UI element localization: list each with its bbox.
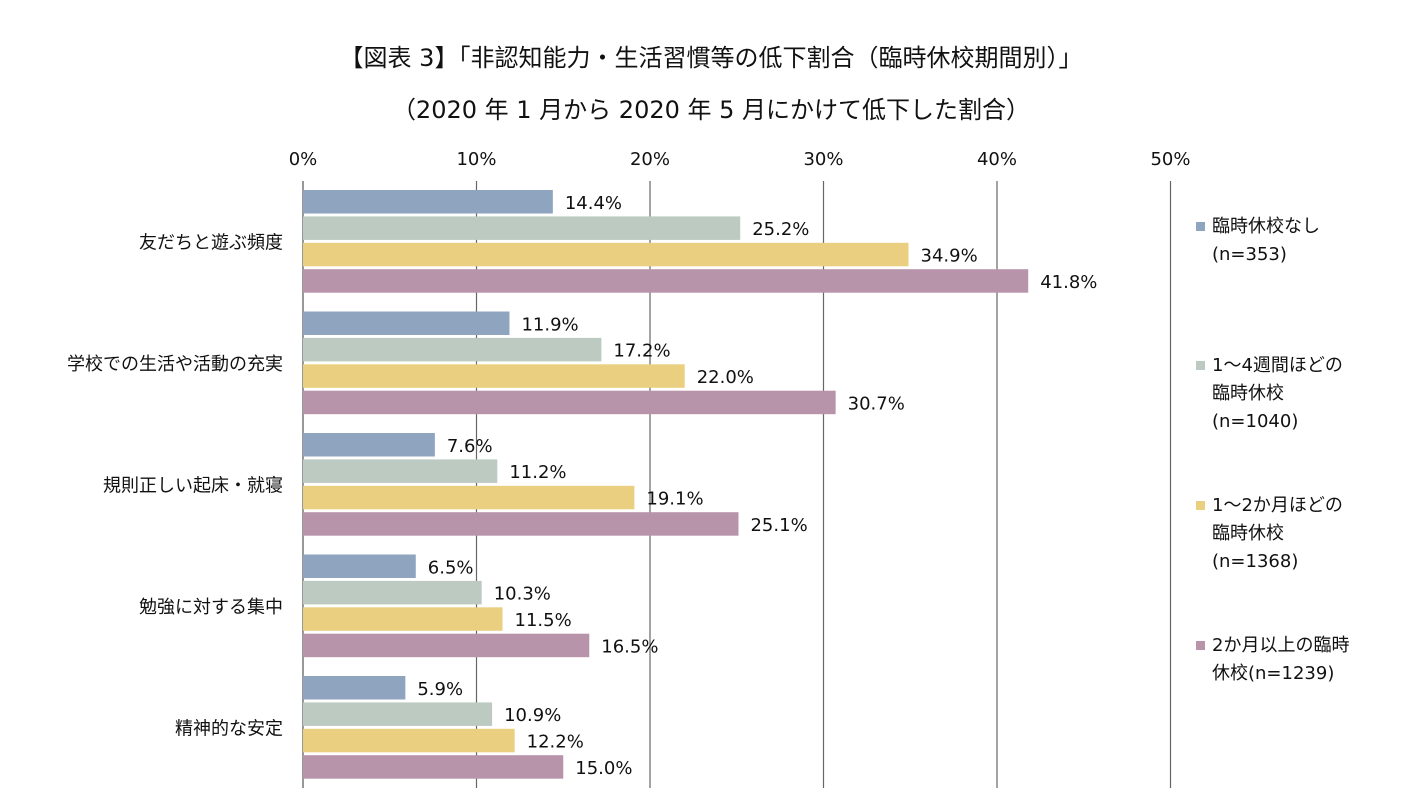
bar [303, 607, 503, 631]
category-label: 規則正しい起床・就寝 [103, 475, 283, 496]
bar [303, 190, 553, 214]
x-tick-label: 40% [977, 149, 1017, 170]
bar [303, 216, 741, 240]
legend-label: 1～2か月ほどの 臨時休校 (n=1368) [1212, 495, 1343, 572]
x-tick-label: 30% [803, 149, 843, 170]
category-label: 学校での生活や活動の充実 [67, 354, 283, 375]
legend-label: 1～4週間ほどの 臨時休校 (n=1040) [1212, 355, 1343, 432]
bar [303, 390, 836, 415]
bar [303, 485, 635, 510]
legend-item-1-2-months: 1～2か月ほどの 臨時休校 (n=1368) [1196, 492, 1382, 576]
data-label: 17.2% [613, 341, 670, 362]
x-tick-label: 0% [289, 149, 318, 170]
bar [303, 337, 602, 362]
category-label: 友だちと遊ぶ頻度 [139, 232, 283, 253]
bar [303, 676, 406, 700]
data-label: 11.5% [515, 610, 572, 631]
legend-swatch [1196, 222, 1205, 231]
data-label: 34.9% [921, 246, 978, 267]
x-tick-label: 10% [456, 149, 496, 170]
data-label: 10.9% [504, 705, 561, 726]
data-label: 25.2% [752, 219, 809, 240]
data-label: 5.9% [417, 679, 463, 700]
bar [303, 512, 739, 536]
legend-label: 2か月以上の臨時 休校(n=1239) [1212, 635, 1350, 684]
legend-item-2-months-plus: 2か月以上の臨時 休校(n=1239) [1196, 632, 1382, 688]
bar [303, 459, 498, 483]
data-label: 14.4% [565, 193, 622, 214]
data-label: 22.0% [697, 367, 754, 388]
x-tick-label: 50% [1150, 149, 1190, 170]
bar [303, 728, 515, 753]
data-label: 11.9% [521, 314, 578, 335]
data-label: 41.8% [1040, 272, 1097, 293]
bar [303, 580, 482, 605]
bar [303, 433, 435, 457]
legend-swatch [1196, 641, 1205, 650]
data-label: 25.1% [750, 515, 807, 536]
legend-item-1-4-weeks: 1～4週間ほどの 臨時休校 (n=1040) [1196, 352, 1382, 436]
data-label: 15.0% [575, 758, 632, 779]
chart-subtitle: （2020 年 1 月から 2020 年 5 月にかけて低下した割合） [391, 96, 1031, 124]
data-label: 16.5% [601, 636, 658, 657]
bar [303, 554, 416, 578]
legend-swatch [1196, 501, 1205, 510]
category-label: 精神的な安定 [175, 718, 283, 739]
chart-title: 【図表 3】「非認知能力・生活習慣等の低下割合（臨時休校期間別）」 [339, 44, 1083, 72]
data-label: 6.5% [428, 557, 474, 578]
data-label: 11.2% [509, 462, 566, 483]
bar [303, 242, 909, 267]
data-label: 19.1% [646, 489, 703, 510]
legend-label: 臨時休校なし (n=353) [1212, 216, 1320, 265]
bar [303, 364, 685, 388]
data-label: 7.6% [447, 436, 493, 457]
data-label: 10.3% [494, 584, 551, 605]
x-tick-label: 20% [630, 149, 670, 170]
bar [303, 311, 510, 335]
legend-swatch [1196, 361, 1205, 370]
category-label: 勉強に対する集中 [139, 597, 283, 618]
bar [303, 755, 564, 779]
legend-item-no-closure: 臨時休校なし (n=353) [1196, 213, 1382, 269]
bar [303, 702, 493, 726]
bar [303, 269, 1029, 293]
bar [303, 633, 590, 658]
data-label: 30.7% [848, 393, 905, 414]
data-label: 12.2% [527, 732, 584, 753]
